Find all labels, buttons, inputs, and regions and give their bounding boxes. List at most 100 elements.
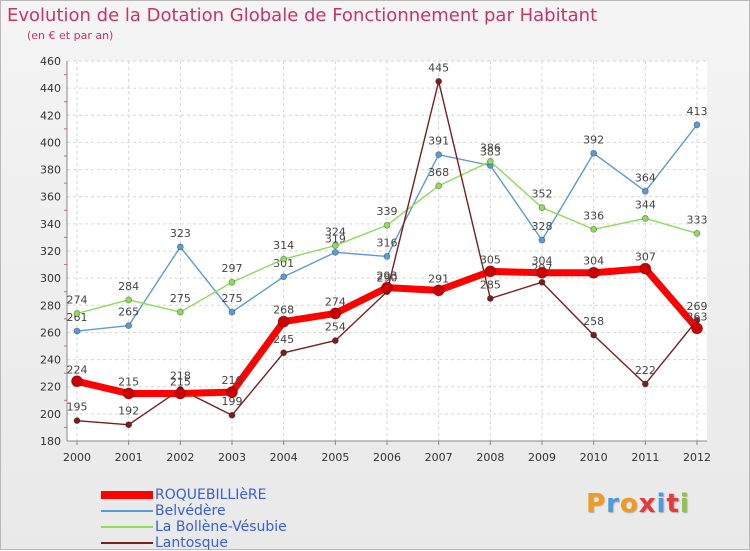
data-label: 261	[67, 311, 88, 324]
legend-item: Lantosque	[101, 535, 287, 551]
data-point	[590, 331, 598, 339]
data-label: 254	[325, 321, 346, 334]
y-tick-label: 420	[40, 109, 61, 122]
data-point	[381, 281, 393, 294]
x-tick-label: 2008	[476, 451, 504, 464]
data-point	[691, 322, 703, 335]
legend-label: Belvédère	[155, 503, 226, 519]
data-label: 274	[325, 295, 346, 308]
data-label: 216	[222, 374, 243, 387]
data-point	[486, 295, 494, 302]
data-label: 263	[687, 310, 708, 323]
legend-label: La Bollène-Vésubie	[155, 519, 287, 535]
data-point	[226, 386, 238, 399]
data-point	[73, 417, 81, 425]
y-tick-label: 340	[40, 218, 61, 231]
data-point	[536, 266, 548, 279]
y-tick-label: 360	[40, 191, 61, 204]
legend-label: Lantosque	[155, 535, 228, 551]
x-tick-label: 2010	[580, 451, 608, 464]
data-label: 445	[428, 61, 449, 74]
logo-letter: r	[606, 489, 620, 519]
data-label: 224	[67, 363, 88, 376]
data-point	[435, 182, 443, 190]
data-label: 245	[273, 333, 294, 346]
data-label: 274	[67, 293, 88, 306]
x-tick-label: 2001	[115, 451, 143, 464]
y-tick-label: 380	[40, 164, 61, 177]
data-point	[641, 380, 649, 388]
data-label: 323	[170, 227, 191, 240]
data-point	[228, 411, 236, 419]
data-point	[73, 310, 81, 317]
data-label: 304	[583, 255, 604, 268]
data-label: 290	[377, 272, 398, 285]
data-label: 293	[377, 270, 398, 283]
data-label: 297	[222, 262, 243, 275]
legend-item: ROQUEBILLIèRE	[101, 487, 287, 503]
data-label: 258	[583, 315, 604, 328]
data-label: 222	[635, 364, 656, 377]
legend-item: La Bollène-Vésubie	[101, 519, 287, 535]
data-point	[71, 375, 83, 388]
data-point	[176, 243, 184, 251]
data-label: 344	[635, 198, 656, 211]
data-point	[486, 158, 494, 165]
legend-swatch	[101, 526, 153, 528]
legend-swatch	[101, 542, 153, 544]
data-point	[639, 262, 652, 275]
data-point	[125, 421, 133, 429]
y-tick-label: 200	[40, 408, 61, 421]
data-label: 336	[583, 209, 604, 222]
data-point	[228, 308, 236, 316]
data-point	[280, 255, 288, 263]
y-tick-label: 300	[40, 272, 61, 285]
data-label: 307	[635, 251, 656, 264]
data-point	[329, 307, 342, 320]
y-tick-label: 280	[40, 299, 61, 312]
data-label: 333	[687, 213, 708, 226]
x-tick-label: 2009	[528, 451, 556, 464]
legend-swatch	[101, 510, 153, 512]
x-tick-label: 2003	[218, 451, 246, 464]
data-point	[331, 337, 339, 344]
data-point	[331, 242, 339, 249]
data-point	[383, 221, 391, 229]
data-label: 195	[67, 401, 88, 414]
data-label: 339	[377, 205, 398, 218]
data-label: 383	[480, 146, 501, 159]
y-tick-label: 460	[40, 55, 61, 68]
data-label: 391	[428, 135, 449, 148]
data-label: 305	[480, 253, 501, 266]
data-point	[641, 187, 649, 195]
x-tick-label: 2005	[321, 451, 349, 464]
data-point	[176, 308, 184, 316]
data-point	[125, 296, 133, 304]
logo-letter: i	[679, 489, 690, 519]
x-tick-label: 2011	[631, 451, 659, 464]
data-label: 275	[222, 292, 243, 305]
y-tick-label: 320	[40, 245, 61, 258]
data-point	[538, 278, 546, 286]
data-point	[693, 229, 701, 237]
data-label: 215	[118, 376, 139, 389]
data-label: 192	[118, 405, 139, 418]
data-point	[122, 387, 135, 400]
x-tick-label: 2002	[166, 451, 194, 464]
data-point	[280, 349, 288, 357]
data-label: 368	[428, 166, 449, 179]
data-point	[435, 77, 443, 85]
data-point	[73, 327, 81, 335]
chart-subtitle: (en € et par an)	[27, 29, 114, 42]
data-label: 275	[170, 292, 191, 305]
data-point	[587, 266, 600, 279]
x-tick-label: 2012	[683, 451, 711, 464]
logo-letter: t	[666, 489, 680, 519]
data-label: 301	[273, 257, 294, 270]
data-label: 352	[532, 188, 553, 201]
data-label: 328	[532, 220, 553, 233]
data-point	[538, 204, 546, 211]
data-point	[174, 387, 187, 400]
